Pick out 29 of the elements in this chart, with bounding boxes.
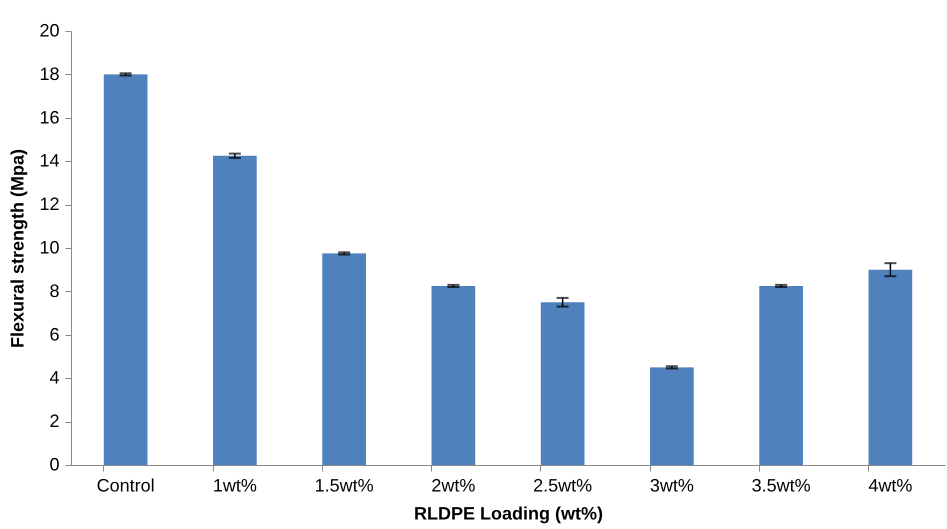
x-tick-label: 1wt% [212, 476, 257, 496]
y-tick-label: 2 [49, 411, 60, 432]
y-tick-label: 16 [39, 107, 60, 128]
bar [104, 74, 148, 465]
x-tick-label: 2wt% [431, 476, 476, 496]
y-tick-label: 6 [49, 324, 60, 344]
bar [759, 286, 803, 465]
y-tick-label: 10 [39, 238, 60, 258]
y-tick-label: 20 [39, 20, 60, 40]
y-tick-label: 18 [39, 64, 60, 84]
y-tick-label: 4 [49, 368, 60, 388]
bar [868, 270, 912, 465]
bar [650, 367, 694, 465]
bar [432, 286, 476, 465]
x-tick-label: 3.5wt% [752, 476, 811, 496]
bar [540, 302, 584, 465]
x-tick-label: 1.5wt% [314, 476, 374, 496]
bar [322, 253, 366, 465]
y-axis-title: Flexural strength (Mpa) [7, 148, 28, 348]
x-tick-label: 3wt% [650, 476, 694, 496]
y-tick-label: 12 [39, 194, 60, 214]
x-tick-label: Control [96, 476, 155, 496]
y-tick-label: 0 [49, 454, 60, 474]
x-tick-label: 2.5wt% [533, 476, 592, 496]
y-tick-label: 14 [39, 150, 60, 171]
x-axis-title: RLDPE Loading (wt%) [414, 504, 603, 524]
x-tick-label: 4wt% [868, 476, 912, 496]
y-tick-label: 8 [49, 280, 60, 301]
bar [213, 156, 257, 465]
